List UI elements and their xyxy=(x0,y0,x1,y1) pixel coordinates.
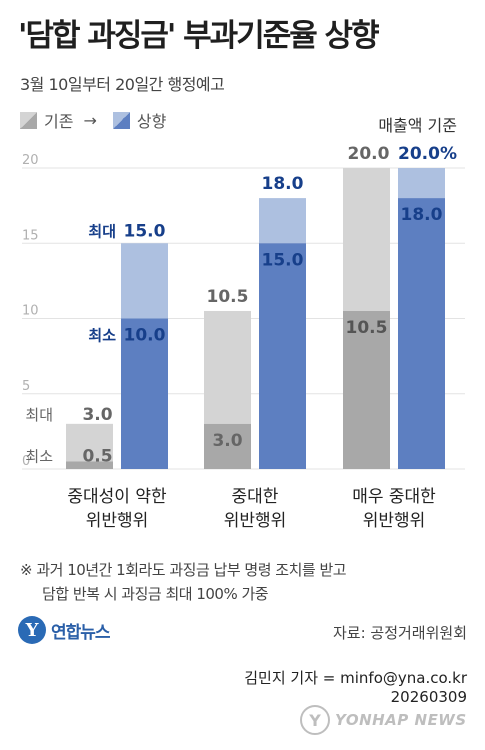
logo-text: 연합뉴스 xyxy=(51,622,111,643)
chart-legend: 기존 → 상향 xyxy=(20,108,166,132)
bar-existing-base xyxy=(343,310,390,469)
watermark: Y YONHAP NEWS xyxy=(300,705,467,735)
legend-arrow: → xyxy=(83,110,97,130)
source-text: 자료: 공정거래위원회 xyxy=(332,624,467,642)
prefix-label-max: 최대 xyxy=(88,222,116,240)
data-label-existing-max: 3.0 xyxy=(82,405,112,425)
bar-raised-range xyxy=(398,168,445,199)
category-label: 위반행위 xyxy=(224,511,287,531)
reporter-credit: 김민지 기자 = minfo@yna.co.kr xyxy=(244,669,467,687)
bar-raised-base xyxy=(398,198,445,469)
bar-existing-range xyxy=(66,423,113,462)
y-tick-label: 0 xyxy=(22,454,30,469)
category-label: 중대성이 약한 xyxy=(67,487,167,507)
bar-existing-base xyxy=(66,461,113,469)
footnote-line-2: 담합 반복 시 과징금 최대 100% 가중 xyxy=(42,585,269,603)
data-label-existing-min: 10.5 xyxy=(346,318,388,338)
legend-swatch-raised xyxy=(112,111,130,129)
yonhap-watermark-icon: Y xyxy=(300,705,330,735)
bar-raised-base xyxy=(121,318,168,469)
data-label-existing-min: 0.5 xyxy=(82,446,112,466)
date-stamp: 20260309 xyxy=(390,688,467,706)
yonhap-logo: Y 연합뉴스 xyxy=(18,616,111,644)
data-label-raised-max: 20.0% xyxy=(398,144,457,164)
watermark-text: YONHAP NEWS xyxy=(335,711,467,729)
data-label-raised-max: 15.0 xyxy=(124,221,166,241)
y-tick-label: 15 xyxy=(22,228,39,243)
page-title: '담합 과징금' 부과기준율 상향 xyxy=(18,18,380,54)
bar-existing-range xyxy=(204,310,251,424)
data-label-raised-min: 10.0 xyxy=(124,326,166,346)
y-tick-label: 20 xyxy=(22,153,39,168)
data-label-raised-min: 15.0 xyxy=(262,250,304,270)
footnote-line-1: ※ 과거 10년간 1회라도 과징금 납부 명령 조치를 받고 xyxy=(20,561,347,579)
data-label-existing-max: 20.0 xyxy=(348,144,390,164)
y-tick-label: 5 xyxy=(22,379,30,394)
category-label: 위반행위 xyxy=(86,511,149,531)
data-label-raised-min: 18.0 xyxy=(401,205,443,225)
legend-swatch-existing xyxy=(20,111,37,129)
page-subtitle: 3월 10일부터 20일간 행정예고 xyxy=(20,75,225,94)
category-label: 매우 중대한 xyxy=(352,487,436,507)
bar-existing-range xyxy=(343,168,390,311)
bar-raised-range xyxy=(121,243,168,319)
category-label: 중대한 xyxy=(232,487,279,507)
bar-existing-base xyxy=(204,423,251,469)
category-label: 위반행위 xyxy=(363,511,426,531)
prefix-label-max: 최대 xyxy=(25,406,53,424)
legend-label-raised: 상향 xyxy=(136,112,167,131)
prefix-label-min: 최소 xyxy=(25,447,53,465)
legend-label-existing: 기존 xyxy=(44,112,74,131)
prefix-label-min: 최소 xyxy=(88,327,116,345)
basis-note: 매출액 기준 xyxy=(378,116,457,135)
data-label-raised-max: 18.0 xyxy=(262,174,304,194)
yonhap-logo-icon: Y xyxy=(18,616,46,644)
bar-raised-base xyxy=(259,243,306,469)
bar-raised-range xyxy=(259,198,306,244)
data-label-existing-max: 10.5 xyxy=(207,287,249,307)
y-tick-label: 10 xyxy=(22,304,39,319)
data-label-existing-min: 3.0 xyxy=(212,431,242,451)
